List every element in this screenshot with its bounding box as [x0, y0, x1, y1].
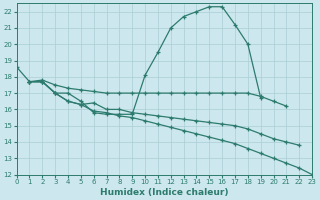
X-axis label: Humidex (Indice chaleur): Humidex (Indice chaleur): [100, 188, 228, 197]
